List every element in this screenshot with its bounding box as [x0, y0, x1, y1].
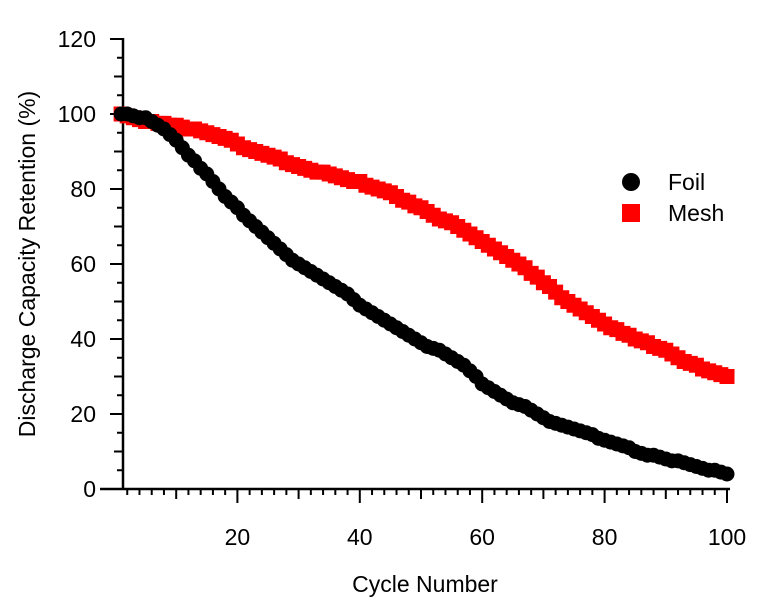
data-point [719, 466, 735, 482]
legend-marker-foil [622, 173, 640, 191]
y-tick-label: 0 [83, 476, 96, 502]
y-tick-label: 80 [70, 176, 96, 202]
x-axis-label: Cycle Number [352, 571, 498, 597]
data-point [719, 369, 735, 384]
legend: Foil Mesh [622, 169, 724, 226]
x-tick-label: 40 [347, 524, 373, 550]
x-tick-label: 60 [469, 524, 495, 550]
y-tick-label: 120 [58, 26, 96, 52]
data-marks [113, 106, 735, 482]
series-mesh [113, 106, 735, 384]
y-tick-label: 100 [58, 101, 96, 127]
x-tick-label: 80 [592, 524, 618, 550]
legend-marker-mesh [622, 204, 640, 222]
axes: 20 40 60 80 100 0 20 40 60 80 100 120 [58, 26, 747, 550]
y-axis-label: Discharge Capacity Retention (%) [14, 91, 40, 437]
legend-label-mesh: Mesh [668, 200, 724, 226]
x-tick-label: 20 [225, 524, 251, 550]
legend-label-foil: Foil [668, 169, 705, 195]
x-tick-label: 100 [708, 524, 746, 550]
series-foil [113, 106, 735, 482]
y-tick-label: 40 [70, 326, 96, 352]
y-tick-label: 60 [70, 251, 96, 277]
y-tick-label: 20 [70, 401, 96, 427]
